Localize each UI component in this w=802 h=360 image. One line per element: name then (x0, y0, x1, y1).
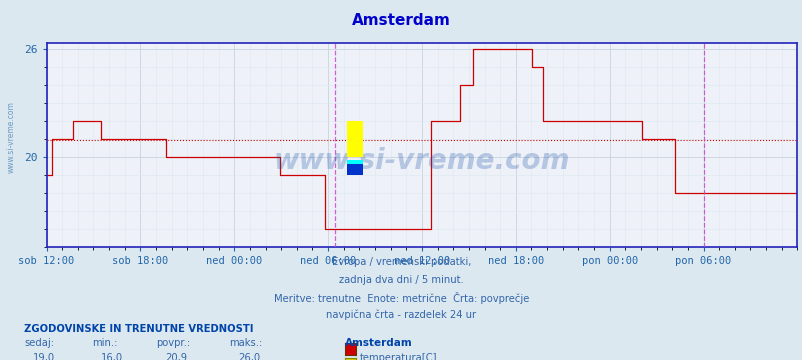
Text: Evropa / vremenski podatki,: Evropa / vremenski podatki, (331, 257, 471, 267)
Text: navpična črta - razdelek 24 ur: navpična črta - razdelek 24 ur (326, 309, 476, 320)
Text: 26,0: 26,0 (237, 353, 260, 360)
Text: povpr.:: povpr.: (156, 338, 190, 348)
Text: ZGODOVINSKE IN TRENUTNE VREDNOSTI: ZGODOVINSKE IN TRENUTNE VREDNOSTI (24, 324, 253, 334)
Text: zadnja dva dni / 5 minut.: zadnja dva dni / 5 minut. (338, 275, 464, 285)
Text: 20,9: 20,9 (165, 353, 188, 360)
FancyBboxPatch shape (346, 121, 363, 157)
Text: 16,0: 16,0 (101, 353, 124, 360)
Text: sedaj:: sedaj: (24, 338, 54, 348)
Text: min.:: min.: (92, 338, 118, 348)
Text: www.si-vreme.com: www.si-vreme.com (6, 101, 15, 173)
Text: Amsterdam: Amsterdam (351, 13, 451, 28)
Text: 19,0: 19,0 (33, 353, 55, 360)
Text: Amsterdam: Amsterdam (345, 338, 412, 348)
Text: www.si-vreme.com: www.si-vreme.com (273, 147, 569, 175)
FancyBboxPatch shape (346, 160, 363, 165)
Text: temperatura[C]: temperatura[C] (359, 353, 437, 360)
Text: maks.:: maks.: (229, 338, 261, 348)
Text: Meritve: trenutne  Enote: metrične  Črta: povprečje: Meritve: trenutne Enote: metrične Črta: … (273, 292, 529, 304)
FancyBboxPatch shape (346, 162, 363, 175)
